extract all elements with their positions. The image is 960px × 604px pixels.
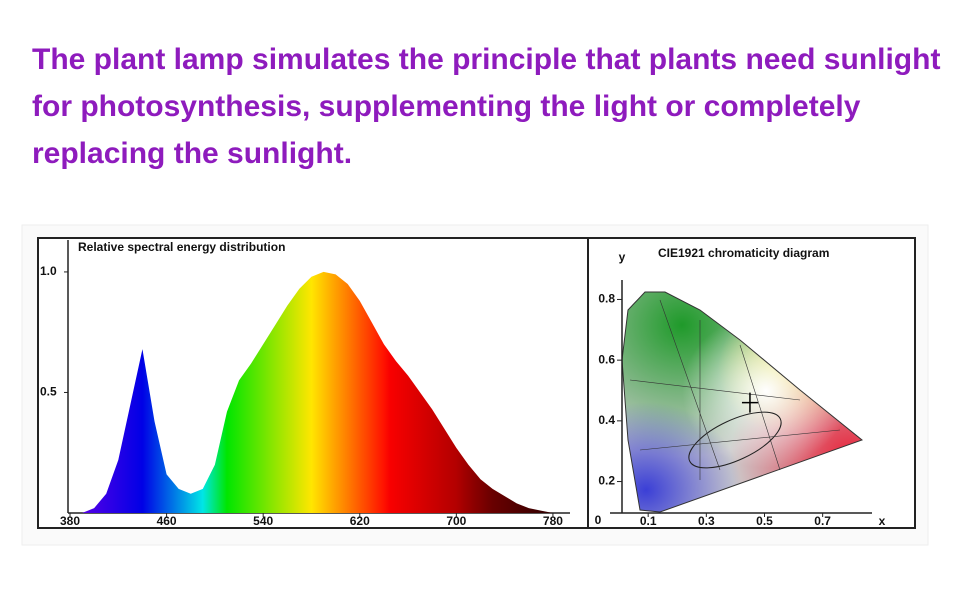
point-cross — [741, 392, 758, 413]
x-axis-label: x — [879, 514, 886, 528]
chart-title: CIE1921 chromaticity diagram — [658, 246, 829, 260]
y-tick-label: 1.0 — [40, 264, 57, 278]
heading: The plant lamp simulates the principle t… — [32, 43, 941, 170]
y-tick-label: 0.8 — [598, 292, 615, 306]
y-tick-label: 0.5 — [40, 385, 57, 399]
y-tick-label: 0.6 — [598, 352, 615, 366]
x-tick-label: 0.7 — [814, 514, 831, 528]
x-tick-label: 780 — [543, 514, 563, 528]
x-tick-label: 460 — [157, 514, 177, 528]
y-tick-label: 0.4 — [598, 413, 615, 427]
x-tick-label: 0.1 — [640, 514, 657, 528]
x-tick-label: 0.5 — [756, 514, 773, 528]
spectrum-area — [70, 271, 553, 513]
chart-title: Relative spectral energy distribution — [78, 240, 285, 254]
x-tick-label: 700 — [446, 514, 466, 528]
x-tick-label: 0.3 — [698, 514, 715, 528]
origin-label: 0 — [595, 513, 602, 527]
y-axis-label: y — [619, 250, 626, 264]
x-tick-label: 620 — [350, 514, 370, 528]
x-tick-label: 380 — [60, 514, 80, 528]
y-tick-label: 0.2 — [598, 474, 615, 488]
x-tick-label: 540 — [253, 514, 273, 528]
